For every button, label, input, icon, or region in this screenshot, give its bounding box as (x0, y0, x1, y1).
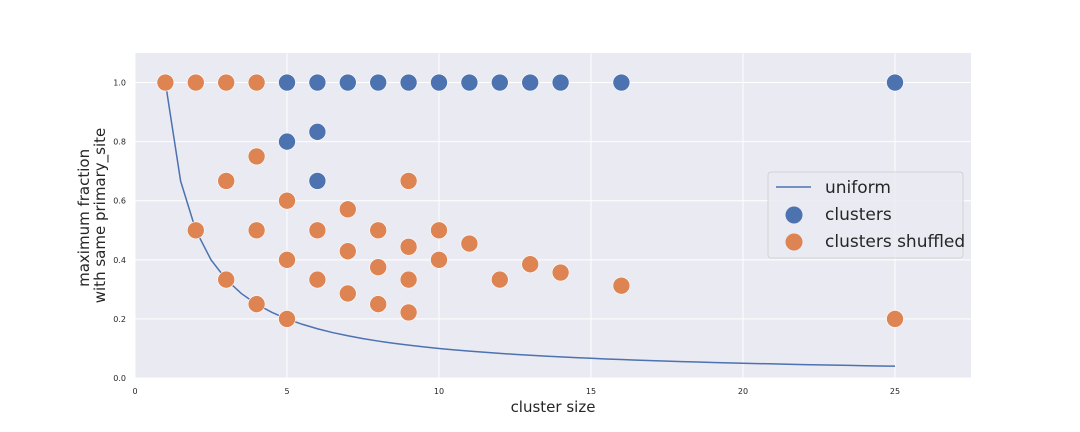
clusters-shuffled-point (338, 200, 357, 219)
clusters-point (369, 73, 388, 92)
clusters-shuffled-point (156, 73, 175, 92)
clusters-shuffled-point (247, 221, 266, 240)
y-tick-label: 1.0 (113, 79, 126, 88)
clusters-shuffled-point (369, 221, 388, 240)
legend-clusters-shuffled-dot-icon (785, 233, 803, 251)
clusters-point (490, 73, 509, 92)
clusters-point (338, 73, 357, 92)
clusters-shuffled-point (217, 73, 235, 92)
clusters-shuffled-point (886, 310, 904, 328)
clusters-shuffled-point (278, 310, 296, 328)
clusters-shuffled-point (278, 191, 296, 210)
clusters-shuffled-point (399, 238, 418, 256)
clusters-shuffled-point (399, 270, 418, 289)
clusters-point (460, 73, 479, 92)
clusters-shuffled-point (369, 258, 388, 277)
x-axis-label: cluster size (511, 398, 596, 416)
legend-clusters-dot-icon (785, 206, 803, 224)
tick-labels: 0 5 10 15 20 25 0.0 0.2 0.4 0.6 0.8 1.0 (113, 79, 900, 396)
clusters-shuffled-point (490, 270, 509, 289)
clusters-shuffled-point (247, 147, 266, 166)
clusters-point (612, 73, 631, 92)
clusters-shuffled-point (308, 270, 327, 289)
y-tick-label: 0.6 (113, 197, 126, 206)
clusters-shuffled-point (460, 234, 479, 253)
clusters-point (278, 132, 296, 151)
x-tick-label: 20 (738, 387, 748, 396)
x-tick-label: 15 (586, 387, 596, 396)
clusters-shuffled-point (551, 263, 570, 282)
clusters-shuffled-point (338, 284, 357, 303)
clusters-point (521, 73, 540, 92)
x-tick-label: 25 (890, 387, 900, 396)
clusters-shuffled-point (430, 221, 448, 240)
x-tick-label: 10 (434, 387, 444, 396)
clusters-shuffled-point (430, 251, 448, 269)
legend-label-clusters-shuffled: clusters shuffled (825, 232, 965, 252)
x-tick-label: 0 (132, 387, 137, 396)
x-tick-label: 5 (284, 387, 289, 396)
clusters-point (886, 73, 904, 92)
clusters-point (399, 73, 418, 92)
clusters-point (308, 172, 327, 190)
y-tick-label: 0.8 (113, 138, 126, 147)
legend-label-clusters: clusters (825, 205, 892, 225)
legend-label-uniform: uniform (825, 178, 891, 198)
clusters-shuffled-point (217, 172, 235, 190)
clusters-shuffled-point (247, 73, 266, 92)
clusters-shuffled-point (399, 303, 418, 322)
y-tick-label: 0.2 (113, 315, 126, 324)
y-tick-label: 0.4 (113, 256, 126, 265)
clusters-point (551, 73, 570, 92)
legend-box (767, 171, 964, 259)
clusters-shuffled-point (612, 276, 631, 295)
clusters-point (308, 123, 327, 141)
clusters-point (308, 73, 327, 92)
legend: uniform clusters clusters shuffled (767, 171, 965, 259)
y-axis-label-line-2: with same primary_site (91, 128, 110, 304)
y-axis-label: maximum fraction with same primary_site (75, 128, 110, 304)
clusters-shuffled-point (521, 255, 540, 274)
clusters-shuffled-point (399, 172, 418, 190)
clusters-shuffled-point (369, 295, 388, 313)
y-tick-label: 0.0 (113, 374, 126, 383)
clusters-shuffled-point (187, 221, 205, 240)
clusters-shuffled-point (217, 270, 235, 289)
clusters-point (278, 73, 296, 92)
clusters-shuffled-point (247, 295, 266, 313)
clusters-shuffled-point (278, 251, 296, 269)
clusters-shuffled-point (187, 73, 205, 92)
y-axis-label-line-1: maximum fraction (75, 149, 93, 287)
clusters-shuffled-point (338, 242, 357, 261)
clusters-point (430, 73, 448, 92)
plot-area (156, 73, 904, 367)
clusters-shuffled-point (308, 221, 327, 240)
